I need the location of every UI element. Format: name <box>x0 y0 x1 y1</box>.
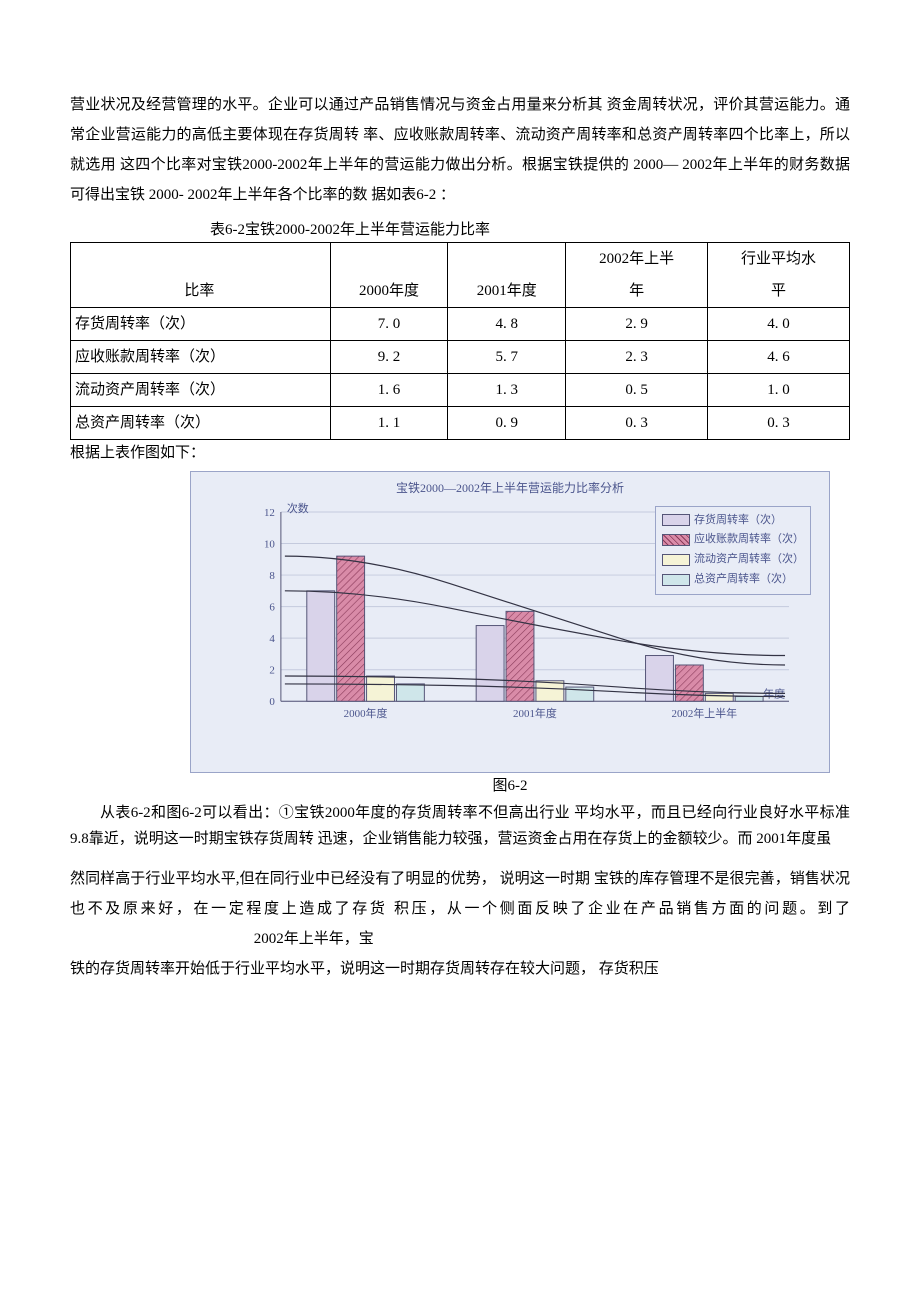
cell: 4. 6 <box>708 341 850 374</box>
legend-label: 存货周转率（次） <box>694 511 782 531</box>
legend-swatch <box>662 514 690 526</box>
cell: 0. 3 <box>566 407 708 440</box>
figure-caption: 图6-2 <box>190 775 830 798</box>
legend-item: 存货周转率（次） <box>662 511 804 531</box>
svg-text:2: 2 <box>269 664 274 676</box>
analysis-paragraph-2: 然同样高于行业平均水平,但在同行业中已经没有了明显的优势， 说明这一时期 宝铁的… <box>70 864 850 954</box>
below-table-text: 根据上表作图如下： <box>70 442 850 465</box>
cell: 1. 6 <box>330 374 448 407</box>
svg-text:次数: 次数 <box>287 502 309 515</box>
cell: 2. 3 <box>566 341 708 374</box>
col-header-avg-top: 行业平均水 <box>708 243 850 276</box>
cell: 4. 0 <box>708 308 850 341</box>
col-header-2000: 2000年度 <box>330 243 448 308</box>
analysis-paragraph-1: 从表6-2和图6-2可以看出：①宝铁2000年度的存货周转率不但高出行业 平均水… <box>70 801 850 852</box>
legend-item: 应收账款周转率（次） <box>662 530 804 550</box>
cell: 1. 3 <box>448 374 566 407</box>
svg-text:2000年度: 2000年度 <box>344 706 388 720</box>
p3-right: 2002年上半年，宝 <box>254 931 374 947</box>
legend-swatch <box>662 534 690 546</box>
col-header-2001: 2001年度 <box>448 243 566 308</box>
chart-title: 宝铁2000—2002年上半年营运能力比率分析 <box>191 472 829 500</box>
chart-box: 宝铁2000—2002年上半年营运能力比率分析 024681012次数年度200… <box>190 471 830 773</box>
col-header-2002-bot: 年 <box>566 275 708 308</box>
cell: 2. 9 <box>566 308 708 341</box>
table-caption: 表6-2宝铁2000-2002年上半年营运能力比率 <box>70 218 850 242</box>
legend-swatch <box>662 574 690 586</box>
ratio-table: 比率 2000年度 2001年度 2002年上半 行业平均水 年 平 存货周转率… <box>70 242 850 440</box>
legend-label: 应收账款周转率（次） <box>694 530 804 550</box>
p3-left: 然同样高于行业平均水平,但在同行业中已经没有了明显的优势， 说明这一时期 宝铁的… <box>70 871 850 917</box>
cell: 0. 5 <box>566 374 708 407</box>
col-header-2002-top: 2002年上半 <box>566 243 708 276</box>
legend-swatch <box>662 554 690 566</box>
table-row: 流动资产周转率（次） 1. 6 1. 3 0. 5 1. 0 <box>71 374 850 407</box>
row-label: 应收账款周转率（次） <box>71 341 331 374</box>
table-row: 应收账款周转率（次） 9. 2 5. 7 2. 3 4. 6 <box>71 341 850 374</box>
cell: 0. 3 <box>708 407 850 440</box>
table-row: 总资产周转率（次） 1. 1 0. 9 0. 3 0. 3 <box>71 407 850 440</box>
chart-legend: 存货周转率（次）应收账款周转率（次）流动资产周转率（次）总资产周转率（次） <box>655 506 811 595</box>
svg-text:4: 4 <box>269 633 275 645</box>
legend-label: 流动资产周转率（次） <box>694 550 804 570</box>
document-page: 营业状况及经营管理的水平。企业可以通过产品销售情况与资金占用量来分析其 资金周转… <box>0 0 920 1044</box>
col-header-avg-bot: 平 <box>708 275 850 308</box>
row-label: 流动资产周转率（次） <box>71 374 331 407</box>
legend-item: 流动资产周转率（次） <box>662 550 804 570</box>
svg-text:6: 6 <box>269 601 275 613</box>
table-row: 存货周转率（次） 7. 0 4. 8 2. 9 4. 0 <box>71 308 850 341</box>
col-header-ratio: 比率 <box>71 243 331 308</box>
cell: 4. 8 <box>448 308 566 341</box>
analysis-paragraph-3: 铁的存货周转率开始低于行业平均水平，说明这一时期存货周转存在较大问题， 存货积压 <box>70 954 850 984</box>
row-label: 总资产周转率（次） <box>71 407 331 440</box>
cell: 9. 2 <box>330 341 448 374</box>
svg-text:0: 0 <box>269 696 275 708</box>
table-header-row-1: 比率 2000年度 2001年度 2002年上半 行业平均水 <box>71 243 850 276</box>
cell: 1. 1 <box>330 407 448 440</box>
cell: 7. 0 <box>330 308 448 341</box>
legend-label: 总资产周转率（次） <box>694 570 793 590</box>
svg-text:8: 8 <box>269 570 275 582</box>
intro-paragraph: 营业状况及经营管理的水平。企业可以通过产品销售情况与资金占用量来分析其 资金周转… <box>70 90 850 210</box>
chart-container: 宝铁2000—2002年上半年营运能力比率分析 024681012次数年度200… <box>190 471 830 798</box>
cell: 1. 0 <box>708 374 850 407</box>
svg-text:2002年上半年: 2002年上半年 <box>672 706 738 720</box>
svg-text:2001年度: 2001年度 <box>513 706 557 720</box>
svg-text:10: 10 <box>264 538 275 550</box>
cell: 0. 9 <box>448 407 566 440</box>
row-label: 存货周转率（次） <box>71 308 331 341</box>
svg-text:12: 12 <box>264 506 275 518</box>
cell: 5. 7 <box>448 341 566 374</box>
legend-item: 总资产周转率（次） <box>662 570 804 590</box>
